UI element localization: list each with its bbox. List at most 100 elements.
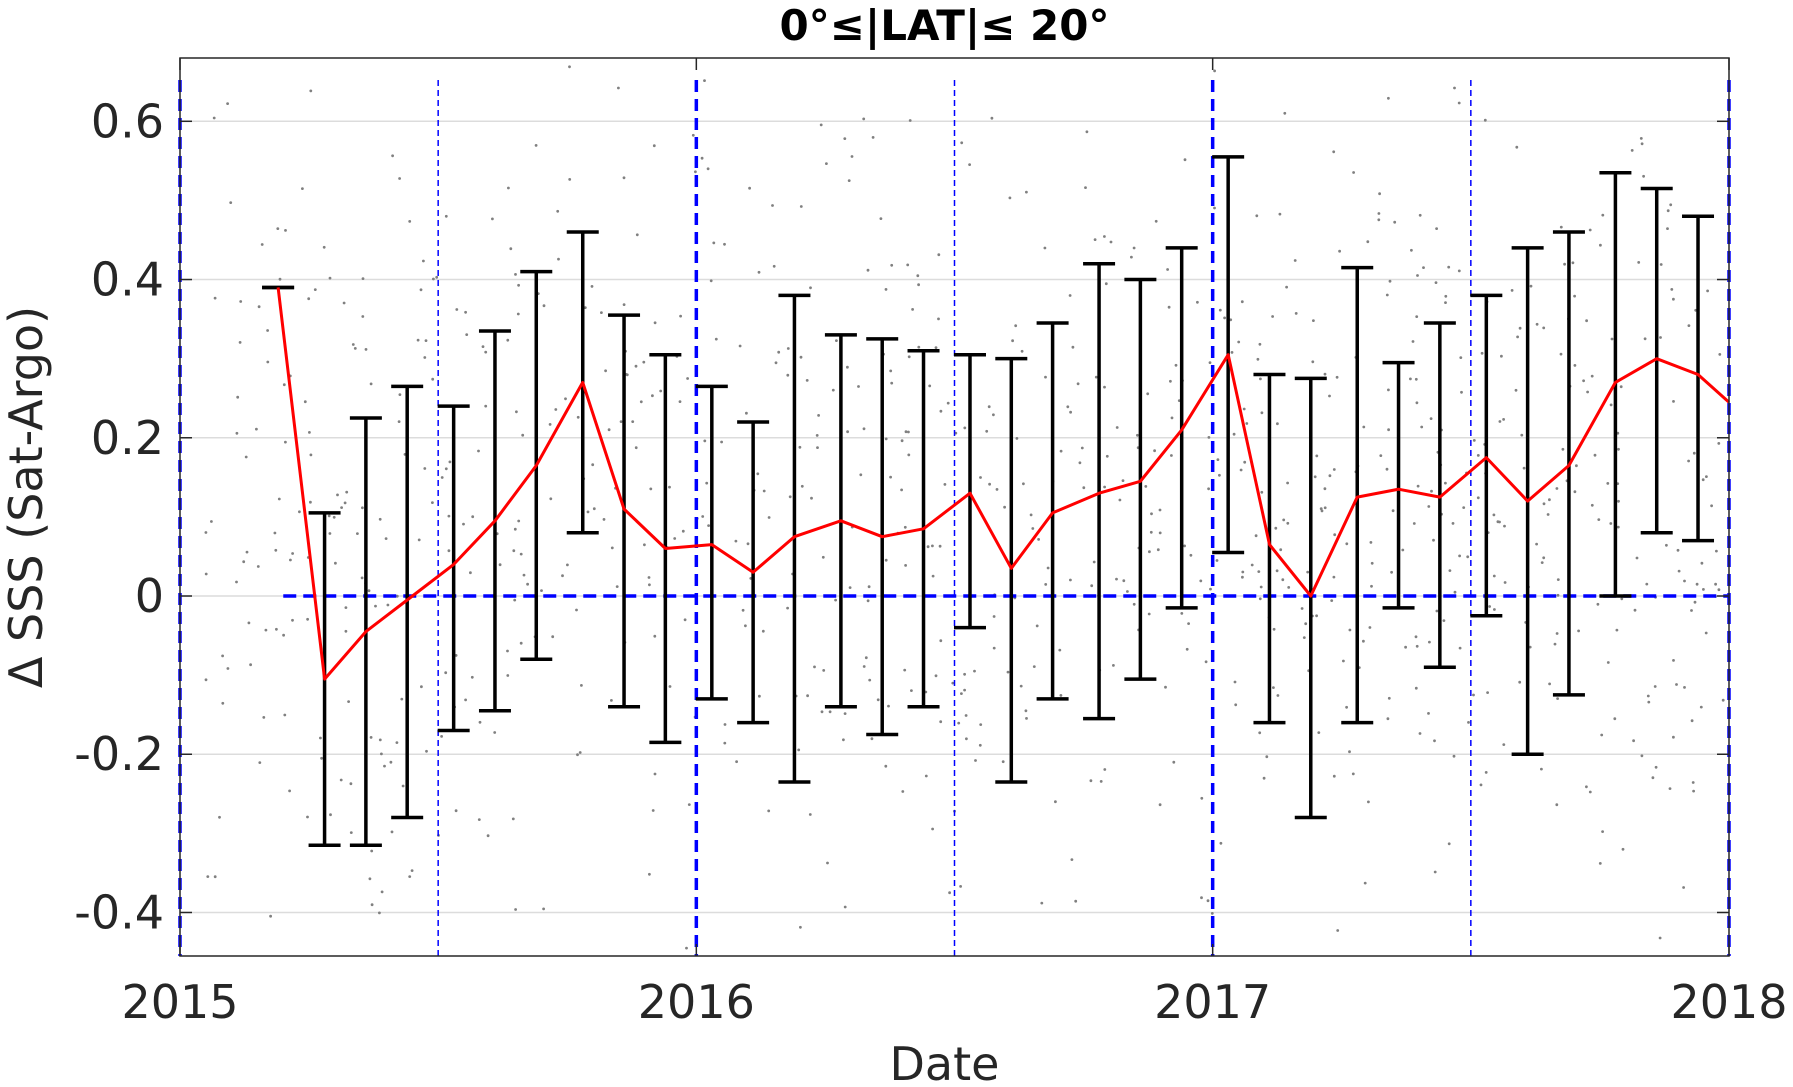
scatter-point — [309, 453, 313, 457]
scatter-point — [939, 639, 943, 643]
scatter-point — [1710, 504, 1713, 508]
scatter-point — [1654, 765, 1658, 769]
scatter-point — [685, 946, 688, 950]
scatter-point — [519, 641, 523, 645]
scatter-point — [1610, 337, 1614, 341]
scatter-point — [862, 427, 866, 431]
scatter-point — [1502, 743, 1506, 746]
scatter-point — [1717, 442, 1721, 445]
scatter-point — [1132, 246, 1136, 250]
scatter-point — [843, 712, 847, 715]
scatter-point — [1219, 841, 1223, 845]
scatter-point — [879, 217, 883, 221]
scatter-point — [712, 241, 716, 245]
scatter-point — [469, 571, 472, 575]
scatter-point — [1020, 349, 1024, 353]
scatter-point — [653, 634, 657, 638]
scatter-point — [937, 253, 941, 257]
scatter-point — [1148, 550, 1151, 554]
scatter-point — [798, 445, 802, 449]
scatter-point — [1646, 694, 1650, 698]
scatter-point — [408, 875, 412, 878]
scatter-point — [1575, 464, 1578, 468]
scatter-point — [1428, 640, 1431, 644]
scatter-point — [239, 300, 243, 303]
scatter-point — [777, 350, 781, 354]
scatter-point — [1323, 506, 1327, 510]
scatter-point — [1617, 447, 1620, 451]
scatter-point — [343, 501, 347, 505]
scatter-point — [1242, 407, 1246, 411]
scatter-point — [1207, 436, 1211, 439]
scatter-point — [1555, 803, 1559, 807]
scatter-point — [1563, 262, 1566, 266]
scatter-point — [516, 312, 520, 316]
scatter-point — [1105, 454, 1109, 458]
scatter-point — [1597, 518, 1601, 521]
scatter-point — [735, 760, 738, 764]
scatter-point — [741, 608, 745, 612]
axis-ticks: 0.6 0.4 0.2 0 -0.2 -0.4 2015 2016 2017 2018 — [74, 58, 1788, 1029]
x-tick-label: 2017 — [1154, 975, 1271, 1029]
scatter-point — [506, 649, 509, 653]
scatter-point — [1209, 587, 1212, 591]
scatter-point — [813, 665, 816, 669]
scatter-point — [862, 117, 866, 121]
scatter-point — [590, 285, 594, 288]
scatter-point — [1122, 579, 1126, 583]
scatter-point — [1313, 475, 1317, 479]
scatter-point — [746, 542, 750, 546]
scatter-point — [291, 552, 294, 555]
scatter-point — [1427, 712, 1430, 715]
scatter-point — [1442, 619, 1446, 622]
scatter-point — [1144, 485, 1148, 488]
scatter-point — [1008, 196, 1012, 200]
scatter-point — [884, 437, 888, 441]
scatter-point — [288, 789, 291, 793]
scatter-point — [1632, 739, 1635, 743]
scatter-point — [1115, 426, 1119, 429]
scatter-point — [1103, 768, 1107, 771]
scatter-point — [498, 563, 502, 567]
scatter-point — [1433, 870, 1437, 874]
scatter-point — [815, 434, 819, 437]
scatter-point — [1255, 214, 1259, 218]
scatter-point — [235, 431, 239, 435]
scatter-point — [1208, 361, 1212, 364]
scatter-point — [556, 209, 560, 213]
scatter-point — [876, 698, 880, 702]
scatter-point — [687, 803, 691, 806]
scatter-point — [846, 365, 849, 369]
scatter-point — [554, 408, 558, 411]
scatter-point — [1260, 490, 1264, 494]
error-bar — [1253, 372, 1286, 725]
scatter-point — [870, 737, 874, 741]
scatter-point — [850, 155, 854, 158]
scatter-point — [384, 537, 388, 540]
scatter-point — [744, 624, 747, 628]
scatter-point — [649, 487, 653, 491]
scatter-point — [486, 834, 490, 838]
scatter-point — [1414, 635, 1418, 639]
scatter-point — [229, 201, 233, 205]
scatter-point — [659, 389, 663, 393]
scatter-point — [1071, 345, 1075, 349]
scatter-point — [1200, 896, 1203, 900]
scatter-point — [1690, 609, 1693, 612]
scatter-point — [1082, 486, 1086, 490]
scatter-point — [1416, 484, 1420, 488]
scatter-point — [1643, 337, 1647, 341]
scatter-point — [1103, 385, 1106, 389]
scatter-point — [1333, 533, 1337, 537]
scatter-point — [1452, 754, 1456, 758]
scatter-point — [1287, 586, 1291, 589]
scatter-point — [276, 227, 280, 231]
scatter-point — [1241, 575, 1244, 579]
scatter-point — [602, 518, 606, 521]
scatter-point — [1617, 499, 1620, 503]
scatter-point — [397, 420, 401, 423]
scatter-point — [859, 473, 863, 477]
scatter-point — [701, 515, 705, 518]
scatter-point — [683, 618, 687, 622]
scatter-point — [1687, 459, 1690, 463]
